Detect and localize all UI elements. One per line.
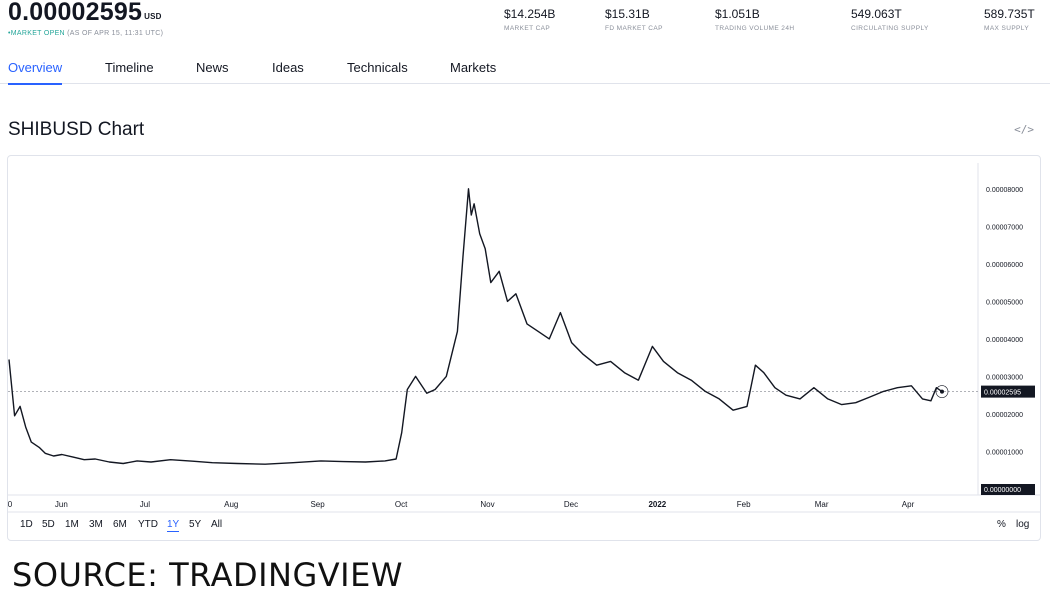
range-3m[interactable]: 3M	[89, 519, 103, 530]
y-tick-label: 0.00002000	[986, 412, 1023, 419]
x-tick-label: 2022	[648, 500, 666, 509]
x-tick-label: Jul	[140, 500, 150, 509]
last-point-dot	[940, 389, 944, 394]
x-tick-label: Oct	[395, 500, 408, 509]
last-value-label: 0.00002595	[984, 390, 1021, 397]
market-status: •MARKET OPEN (AS OF APR 15, 11:31 UTC)	[8, 30, 163, 37]
price-block: 0.00002595 USD •MARKET OPEN (AS OF APR 15…	[8, 0, 163, 37]
tab-news[interactable]: News	[196, 60, 229, 75]
y-tick-label: 0.00007000	[986, 224, 1023, 231]
key-stats: $14.254B MARKET CAP $15.31B FD MARKET CA…	[0, 7, 1050, 37]
x-tick-label: Jun	[55, 500, 68, 509]
x-tick-label: Sep	[310, 500, 325, 509]
stat-trading-volume: $1.051B TRADING VOLUME 24H	[715, 7, 794, 32]
stat-label: FD MARKET CAP	[605, 25, 663, 32]
stat-value: 549.063T	[851, 7, 902, 21]
y-tick-label: 0.00004000	[986, 337, 1023, 344]
last-value-badge	[981, 385, 1035, 398]
chart-panel	[7, 155, 1041, 541]
source-caption: SOURCE: TRADINGVIEW	[12, 556, 403, 594]
stat-value: $14.254B	[504, 7, 556, 21]
y-tick-label: 0.00003000	[986, 374, 1023, 381]
tab-overview[interactable]: Overview	[8, 60, 63, 85]
range-1d[interactable]: 1D	[20, 519, 33, 530]
tab-bar: Overview Timeline News Ideas Technicals …	[0, 58, 1050, 85]
y-tick-zero-bg	[981, 484, 1035, 495]
stat-label: MARKET CAP	[504, 25, 551, 32]
price-currency: USD	[144, 12, 162, 21]
x-tick-label: Nov	[480, 500, 494, 509]
status-dot-icon: •	[8, 30, 11, 37]
y-tick-label: 0.00001000	[986, 449, 1023, 456]
range-5d[interactable]: 5D	[42, 519, 55, 530]
price-series-line	[8, 188, 943, 465]
x-tick-label: Feb	[737, 500, 751, 509]
chart-title: SHIBUSD Chart	[8, 119, 145, 140]
range-1y[interactable]: 1Y	[167, 519, 180, 532]
stat-circulating-supply: 549.063T CIRCULATING SUPPLY	[851, 7, 929, 32]
x-tick-label: Aug	[224, 500, 238, 509]
stat-max-supply: 589.735T MAX SUPPLY	[984, 7, 1035, 32]
range-6m[interactable]: 6M	[113, 519, 127, 530]
status-time: (AS OF APR 15, 11:31 UTC)	[67, 30, 164, 37]
code-embed-icon[interactable]: </>	[1014, 123, 1034, 136]
percent-scale-toggle[interactable]: %	[997, 519, 1006, 530]
stat-label: CIRCULATING SUPPLY	[851, 25, 929, 32]
tab-ideas[interactable]: Ideas	[272, 60, 304, 75]
y-tick-label: 0.00005000	[986, 299, 1023, 306]
range-1m[interactable]: 1M	[65, 519, 79, 530]
tab-markets[interactable]: Markets	[450, 60, 497, 75]
y-tick-label: 0.00000000	[984, 487, 1021, 494]
stat-value: $15.31B	[605, 7, 650, 21]
y-tick-label: 0.00008000	[986, 187, 1023, 194]
stat-market-cap: $14.254B MARKET CAP	[504, 7, 555, 32]
x-tick-label: Apr	[902, 500, 915, 509]
stat-label: TRADING VOLUME 24H	[715, 25, 795, 32]
range-5y[interactable]: 5Y	[189, 519, 202, 530]
tab-timeline[interactable]: Timeline	[105, 60, 154, 75]
range-all[interactable]: All	[211, 519, 223, 530]
x-tick-label: 0	[8, 500, 13, 509]
x-tick-label: Dec	[564, 500, 578, 509]
market-open-label: MARKET OPEN	[10, 30, 65, 37]
tab-technicals[interactable]: Technicals	[347, 60, 408, 75]
stat-value: 589.735T	[984, 7, 1035, 21]
y-tick-label: 0.00006000	[986, 262, 1023, 269]
range-ytd[interactable]: YTD	[138, 519, 158, 530]
stat-fd-market-cap: $15.31B FD MARKET CAP	[605, 7, 663, 32]
stat-value: $1.051B	[715, 7, 760, 21]
log-scale-toggle[interactable]: log	[1016, 519, 1030, 530]
x-tick-label: Mar	[815, 500, 829, 509]
current-price: 0.00002595 USD	[8, 0, 163, 29]
last-point-ring	[935, 385, 949, 398]
price-value: 0.00002595	[8, 0, 143, 26]
stat-label: MAX SUPPLY	[984, 25, 1030, 32]
